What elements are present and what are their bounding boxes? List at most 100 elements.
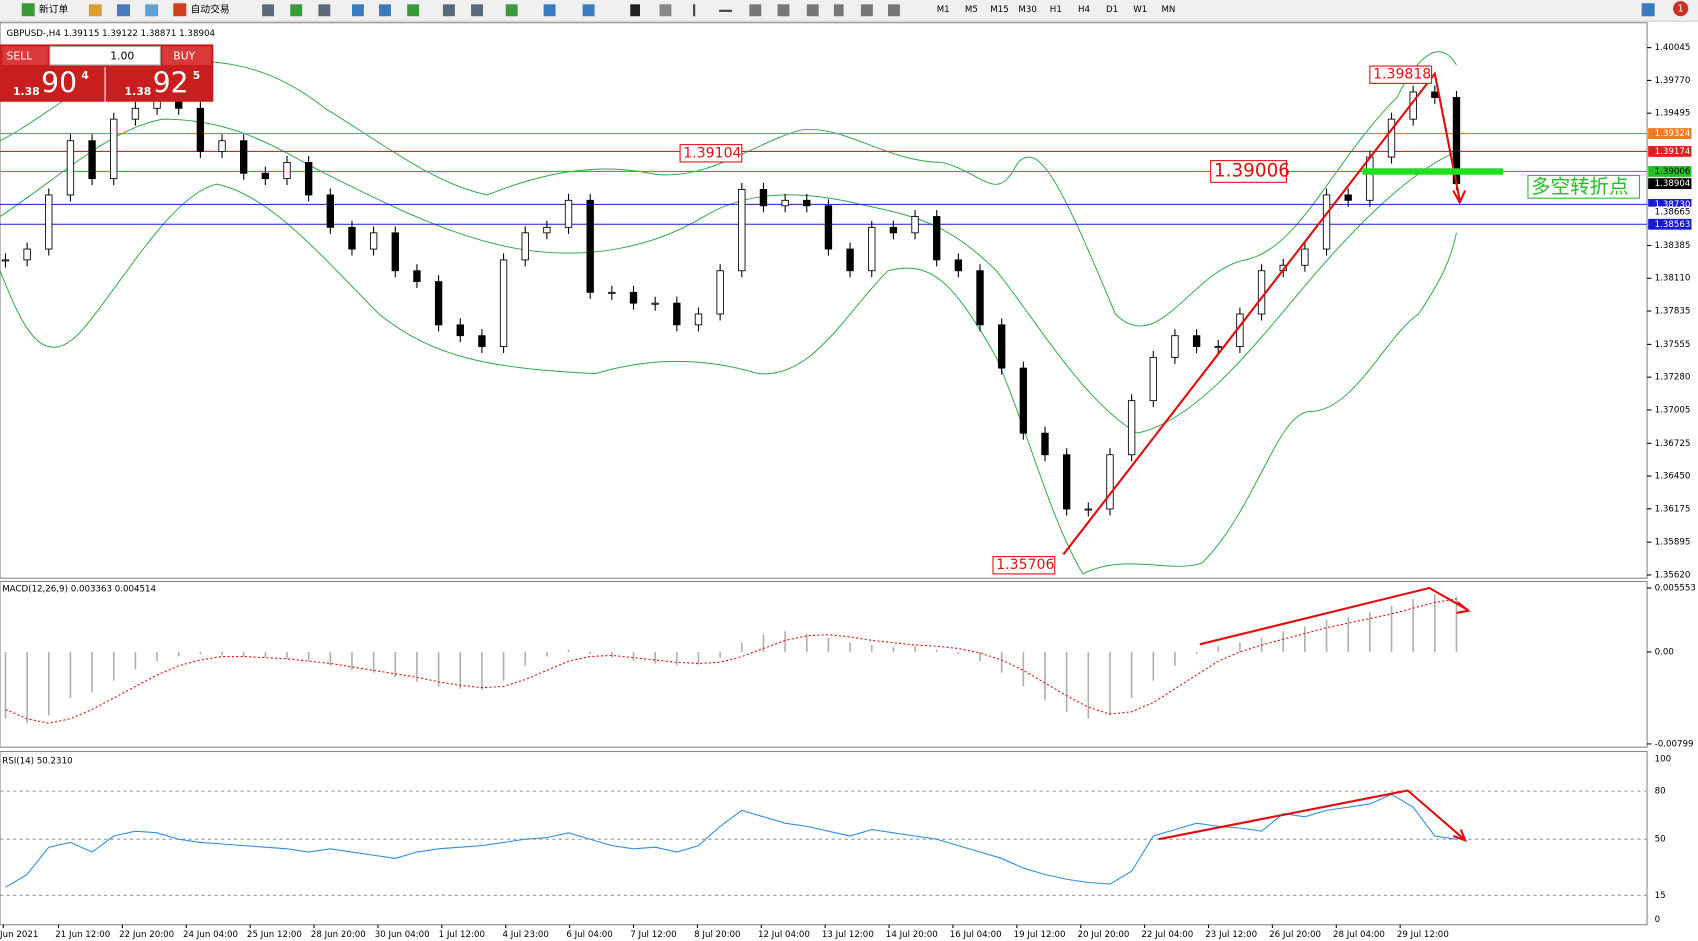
candle <box>976 270 984 326</box>
pivot-label-box <box>1527 174 1641 199</box>
y-tick-label: 1.37280 <box>1655 373 1691 383</box>
y-tick-label: 1.35895 <box>1655 538 1691 548</box>
hline-tool[interactable] <box>719 9 733 12</box>
search-icon[interactable] <box>1641 3 1655 17</box>
tool-icon[interactable] <box>351 4 364 17</box>
fibo-tool[interactable] <box>806 4 819 17</box>
y-tick-label: 80 <box>1655 787 1666 797</box>
buy-button[interactable] <box>162 46 212 65</box>
rsi: RSI(14) 50.2310 100 80 50 15 0 <box>0 755 1671 925</box>
tool-icon[interactable] <box>407 4 420 17</box>
tool-icon[interactable] <box>442 4 455 17</box>
y-tick-label: 0.005553 <box>1655 583 1696 593</box>
buy-price-big[interactable]: 92 <box>153 66 189 99</box>
candle <box>824 205 833 250</box>
tool-icon[interactable] <box>471 4 483 17</box>
candle <box>23 248 31 261</box>
candle <box>131 107 140 120</box>
candle <box>391 232 399 272</box>
macd-signal <box>5 598 1457 724</box>
sell-button[interactable] <box>2 46 48 65</box>
candle <box>110 118 118 180</box>
toolbar-icon[interactable] <box>88 4 102 17</box>
sell-price-small[interactable]: 4 <box>81 69 89 82</box>
y-tick-label: 1.37555 <box>1655 340 1691 350</box>
trendline-tool[interactable] <box>749 4 762 17</box>
timeframe-button[interactable]: W1 <box>1133 5 1147 15</box>
rsi-arrow <box>1158 789 1465 841</box>
level-label-box <box>1648 166 1692 177</box>
notification-badge[interactable] <box>1673 1 1689 17</box>
x-tick-label: 20 Jul 20:00 <box>1077 930 1129 940</box>
candle <box>1062 454 1071 510</box>
y-tick-label: 1.38110 <box>1655 274 1691 284</box>
candle <box>716 270 724 315</box>
candle <box>196 107 205 152</box>
volume-input[interactable] <box>49 46 161 66</box>
tool-icon[interactable] <box>582 4 595 17</box>
toolbar-icon[interactable] <box>145 4 159 17</box>
buy-price-prefix[interactable]: 1.38 <box>125 85 152 98</box>
price-arrow <box>1062 71 1461 556</box>
label-tool[interactable] <box>860 4 873 17</box>
candle <box>240 140 248 174</box>
rsi-title: RSI(14) 50.2310 <box>2 757 72 767</box>
tool-icon[interactable] <box>505 4 518 17</box>
tool-icon[interactable] <box>262 4 275 17</box>
candle <box>1366 156 1374 201</box>
candle <box>348 226 356 250</box>
notification-count[interactable]: 1 <box>1678 4 1684 15</box>
sell-label[interactable]: SELL <box>7 49 33 62</box>
candle <box>781 199 789 207</box>
tool-icon[interactable] <box>543 4 556 17</box>
price-pane <box>0 22 1648 579</box>
arrow-head <box>1456 601 1471 614</box>
price-annotation: 1.39104 <box>683 145 741 161</box>
channel-tool[interactable] <box>777 4 790 17</box>
x-tick-label: 28 Jul 04:00 <box>1333 930 1385 940</box>
timeframe-button[interactable]: H1 <box>1050 5 1062 15</box>
crosshair-tool[interactable] <box>659 4 672 17</box>
buy-price-small[interactable]: 5 <box>193 69 201 82</box>
timeframe-button[interactable]: M5 <box>965 5 978 15</box>
new-order-button[interactable]: 新订单 <box>39 3 68 16</box>
arrow-tool[interactable] <box>887 4 900 17</box>
tool-icon[interactable] <box>318 4 331 17</box>
x-tick-label: Jun 2021 <box>0 930 38 940</box>
bollinger-bands <box>0 51 1457 575</box>
bollinger-upper <box>0 51 1457 327</box>
candle <box>88 140 96 180</box>
y-tick-label: 100 <box>1655 755 1672 765</box>
sell-price-prefix[interactable]: 1.38 <box>13 85 40 98</box>
new-order-icon[interactable] <box>21 3 35 17</box>
level-label: 1.39174 <box>1655 147 1691 157</box>
candle <box>1 259 10 262</box>
sell-price-big[interactable]: 90 <box>41 66 77 99</box>
timeframe-button[interactable]: MN <box>1161 5 1175 15</box>
y-tick-label: 1.39495 <box>1655 109 1691 119</box>
timeframe-button[interactable]: H4 <box>1078 5 1091 15</box>
auto-trading-button[interactable]: 自动交易 <box>191 3 230 16</box>
buy-label[interactable]: BUY <box>173 49 195 62</box>
annotations: 1.39818 1.39104 1.39006 1.35706 多空转折点 <box>679 65 1641 575</box>
price-annotation-box <box>679 144 743 163</box>
candle <box>651 302 659 305</box>
tool-icon[interactable] <box>379 4 391 17</box>
y-tick-label: 0.00 <box>1655 647 1674 657</box>
timeframe-button[interactable]: M15 <box>990 5 1008 15</box>
timeframes: M1 M5 M15 M30 H1 H4 D1 W1 MN <box>937 5 1176 15</box>
toolbar-icon[interactable] <box>116 4 130 17</box>
auto-trading-icon[interactable] <box>173 3 187 17</box>
candle <box>478 335 486 347</box>
vline-tool[interactable] <box>693 4 696 17</box>
timeframe-button[interactable]: M30 <box>1018 5 1036 15</box>
text-tool[interactable] <box>833 4 844 17</box>
timeframe-button[interactable]: M1 <box>937 5 950 15</box>
cursor-tool[interactable] <box>630 4 641 17</box>
tool-icon[interactable] <box>290 4 303 17</box>
timeframe-button[interactable]: D1 <box>1106 5 1118 15</box>
volume-value[interactable]: 1.00 <box>110 49 134 62</box>
candle <box>868 226 876 272</box>
candle <box>521 232 529 261</box>
candle <box>1106 454 1114 510</box>
